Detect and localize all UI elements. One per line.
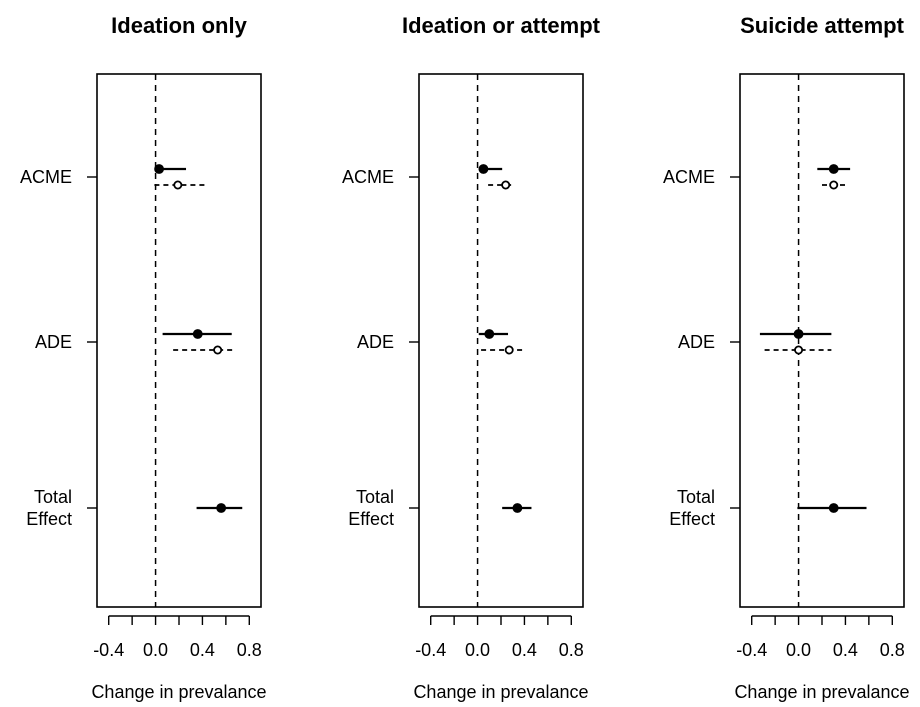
- row-label: ACME: [342, 167, 394, 187]
- row-label: Total Effect: [669, 487, 715, 529]
- plot-frame: [418, 73, 584, 608]
- x-tick-label: 0.0: [143, 640, 168, 660]
- row-label: ADE: [678, 332, 715, 352]
- x-tick-label: 0.4: [833, 640, 858, 660]
- panel-title: Ideation or attempt: [402, 13, 601, 38]
- x-tick-label: -0.4: [736, 640, 767, 660]
- x-axis-label: Change in prevalance: [734, 682, 909, 702]
- panel-1: Ideation only -0.4 0.0 0.4 0.8 Change in prev…: [20, 13, 267, 702]
- point-estimate-filled: [216, 503, 227, 513]
- point-estimate-open: [794, 345, 804, 355]
- point-estimate-filled: [478, 164, 489, 174]
- row-label: Total Effect: [26, 487, 72, 529]
- x-tick-label: 0.8: [559, 640, 584, 660]
- point-estimate-open: [213, 345, 223, 355]
- x-tick-label: -0.4: [415, 640, 446, 660]
- panel-3: Suicide attempt -0.4 0.0 0.4 0.8 Change in pr…: [663, 13, 910, 702]
- point-estimate-filled: [154, 164, 164, 174]
- row-label: ACME: [663, 167, 715, 187]
- x-tick-label: -0.4: [93, 640, 124, 660]
- x-axis-label: Change in prevalance: [91, 682, 266, 702]
- x-tick-label: 0.4: [190, 640, 215, 660]
- x-axis-label: Change in prevalance: [413, 682, 588, 702]
- panel-title: Ideation only: [111, 13, 247, 38]
- panel-2: Ideation or attempt -0.4 0.0 0.4 0.8 Change i…: [342, 13, 601, 702]
- point-estimate-filled: [192, 329, 203, 339]
- x-tick-label: 0.8: [237, 640, 262, 660]
- row-label: Total Effect: [348, 487, 394, 529]
- row-label: ACME: [20, 167, 72, 187]
- x-tick-label: 0.8: [880, 640, 905, 660]
- point-estimate-open: [829, 180, 839, 190]
- point-estimate-filled: [484, 329, 495, 339]
- plot-frame: [739, 73, 905, 608]
- panel-title: Suicide attempt: [740, 13, 904, 38]
- x-tick-label: 0.4: [512, 640, 537, 660]
- row-label: ADE: [35, 332, 72, 352]
- point-estimate-filled: [828, 164, 839, 174]
- x-tick-label: 0.0: [465, 640, 490, 660]
- point-estimate-open: [501, 180, 511, 190]
- point-estimate-filled: [512, 503, 523, 513]
- plot-frame: [96, 73, 262, 608]
- x-tick-label: 0.0: [786, 640, 811, 660]
- point-estimate-filled: [793, 329, 804, 339]
- row-label: ADE: [357, 332, 394, 352]
- point-estimate-filled: [828, 503, 839, 513]
- point-estimate-open: [173, 180, 183, 190]
- point-estimate-open: [504, 345, 514, 355]
